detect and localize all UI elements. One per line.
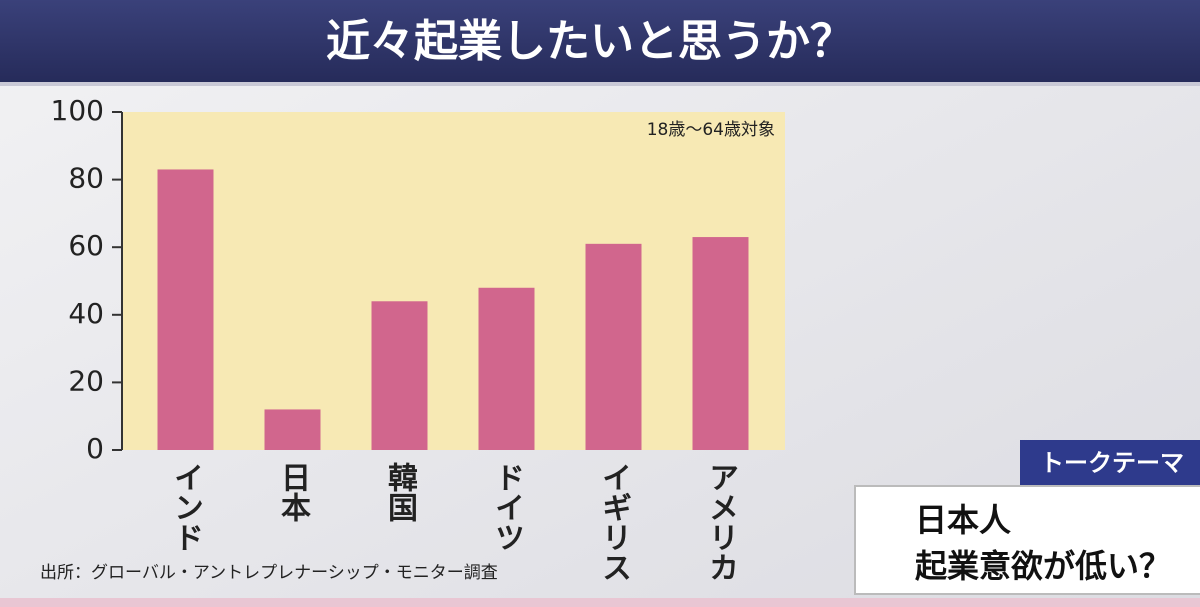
annotation: 18歳～64歳対象 — [647, 120, 775, 140]
caption-box — [854, 485, 1200, 595]
y-tick-label: 60 — [68, 229, 104, 262]
x-tick-label: 韓国 — [382, 462, 418, 522]
title-banner — [0, 0, 1200, 82]
bottom-strip — [0, 598, 1200, 607]
y-tick-label: 40 — [68, 297, 104, 330]
banner-edge — [0, 82, 1200, 86]
bar — [371, 301, 428, 450]
y-tick-label: 0 — [86, 432, 104, 465]
x-tick-label: アメリカ — [703, 462, 738, 582]
bar — [585, 243, 642, 450]
plot-area — [122, 112, 785, 450]
bar — [157, 169, 214, 450]
x-tick-label: イギリス — [596, 462, 631, 582]
topic-tab-label: トークテーマ — [1040, 449, 1184, 477]
caption-line: 日本人 — [915, 501, 1011, 539]
caption-line: 起業意欲が低い？ — [915, 547, 1171, 585]
topic-tab — [1020, 440, 1200, 486]
bar — [692, 237, 749, 450]
source-note: 出所：グローバル・アントレプレナーシップ・モニター調査 — [40, 563, 498, 583]
bar — [264, 409, 321, 450]
y-tick-label: 20 — [68, 364, 104, 397]
x-tick-label: 日本 — [275, 462, 311, 522]
x-tick-label: インド — [168, 462, 203, 552]
chart-title: 近々起業したいと思うか？ — [326, 16, 854, 67]
x-tick-label: ドイツ — [489, 462, 524, 552]
bar — [478, 287, 535, 450]
y-tick-label: 80 — [68, 162, 104, 195]
y-tick-label: 100 — [51, 94, 104, 127]
